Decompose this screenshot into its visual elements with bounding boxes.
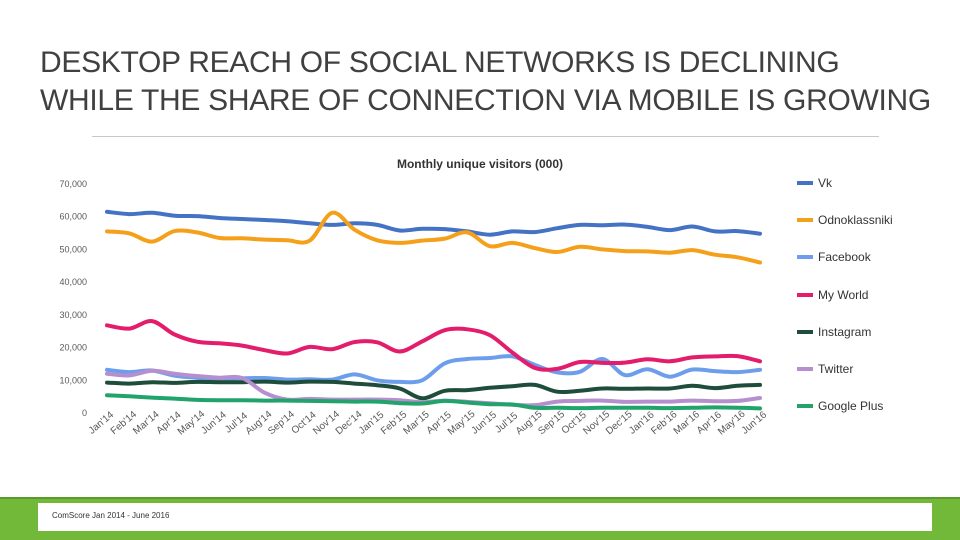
source-box: [38, 503, 932, 531]
y-tick-label: 40,000: [59, 277, 87, 287]
legend-label-my-world: My World: [818, 288, 868, 302]
legend-label-instagram: Instagram: [818, 325, 871, 339]
chart-title: Monthly unique visitors (000): [397, 157, 563, 171]
y-axis: 0 10,000 20,000 30,000 40,000 50,000 60,000 70,…: [59, 179, 87, 418]
y-tick-label: 20,000: [59, 343, 87, 353]
legend-label-twitter: Twitter: [818, 362, 853, 376]
series-line-vk: [105, 209, 762, 237]
y-tick-label: 70,000: [59, 179, 87, 189]
series-line-my-world: [105, 319, 762, 372]
legend-label-facebook: Facebook: [818, 250, 872, 264]
y-tick-label: 60,000: [59, 212, 87, 222]
x-axis: Jan'14Feb'14Mar'14Apr'14May'14Jun'14Jul'…: [87, 408, 770, 437]
footer-strip: [0, 497, 960, 499]
y-tick-label: 30,000: [59, 310, 87, 320]
y-tick-label: 10,000: [59, 375, 87, 385]
y-tick-label: 0: [82, 408, 87, 418]
legend-label-google-plus: Google Plus: [818, 399, 883, 413]
series-group: [105, 209, 762, 411]
series-line-instagram: [105, 379, 762, 401]
legend: Vk Odnoklassnikі Facebook My World Instagram…: [797, 176, 893, 413]
slide-title: DESKTOP REACH OF SOCIAL NETWORKS IS DECL…: [40, 46, 931, 117]
series-line-odnoklassnik: [105, 210, 762, 265]
title-divider: [92, 136, 879, 137]
y-tick-label: 50,000: [59, 244, 87, 254]
source-note: ComScore Jan 2014 - June 2016: [52, 511, 170, 520]
series-line-google-plus: [105, 393, 762, 411]
legend-label-odnoklassnik: Odnoklassnikі: [818, 213, 893, 227]
legend-label-vk: Vk: [818, 176, 833, 190]
